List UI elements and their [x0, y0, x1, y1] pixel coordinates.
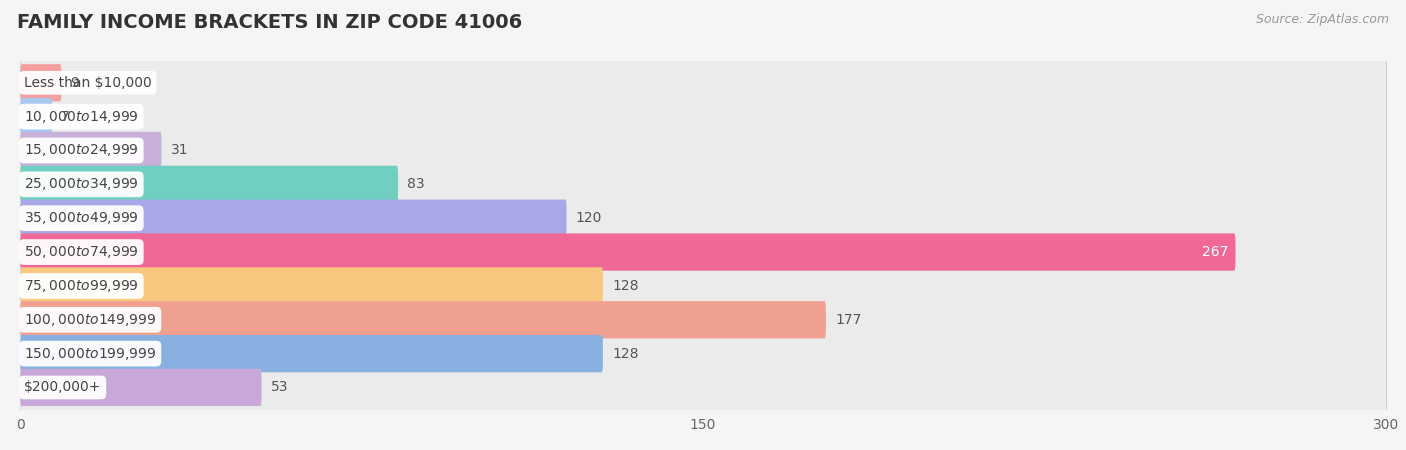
Text: 53: 53	[270, 381, 288, 395]
FancyBboxPatch shape	[20, 166, 398, 203]
Text: $150,000 to $199,999: $150,000 to $199,999	[24, 346, 156, 362]
FancyBboxPatch shape	[20, 132, 162, 169]
FancyBboxPatch shape	[20, 225, 1386, 279]
FancyBboxPatch shape	[20, 64, 62, 101]
Text: 83: 83	[408, 177, 425, 191]
FancyBboxPatch shape	[20, 158, 1386, 211]
Text: 9: 9	[70, 76, 79, 90]
Text: 31: 31	[170, 144, 188, 158]
Text: $25,000 to $34,999: $25,000 to $34,999	[24, 176, 139, 192]
FancyBboxPatch shape	[20, 267, 603, 305]
FancyBboxPatch shape	[20, 335, 603, 372]
Text: Less than $10,000: Less than $10,000	[24, 76, 152, 90]
Text: $10,000 to $14,999: $10,000 to $14,999	[24, 108, 139, 125]
Text: $75,000 to $99,999: $75,000 to $99,999	[24, 278, 139, 294]
Text: Source: ZipAtlas.com: Source: ZipAtlas.com	[1256, 14, 1389, 27]
FancyBboxPatch shape	[20, 90, 1386, 143]
Text: 267: 267	[1202, 245, 1229, 259]
Text: $15,000 to $24,999: $15,000 to $24,999	[24, 143, 139, 158]
FancyBboxPatch shape	[20, 260, 1386, 312]
Text: $35,000 to $49,999: $35,000 to $49,999	[24, 210, 139, 226]
Text: 7: 7	[62, 110, 70, 124]
FancyBboxPatch shape	[20, 361, 1386, 414]
FancyBboxPatch shape	[20, 234, 1236, 271]
Text: $200,000+: $200,000+	[24, 381, 101, 395]
FancyBboxPatch shape	[20, 293, 1386, 346]
Text: 128: 128	[612, 346, 638, 360]
FancyBboxPatch shape	[20, 98, 52, 135]
Text: 177: 177	[835, 313, 862, 327]
FancyBboxPatch shape	[20, 56, 1386, 109]
FancyBboxPatch shape	[20, 327, 1386, 380]
FancyBboxPatch shape	[20, 199, 567, 237]
FancyBboxPatch shape	[20, 192, 1386, 245]
Text: $100,000 to $149,999: $100,000 to $149,999	[24, 312, 156, 328]
Text: $50,000 to $74,999: $50,000 to $74,999	[24, 244, 139, 260]
FancyBboxPatch shape	[20, 124, 1386, 177]
Text: FAMILY INCOME BRACKETS IN ZIP CODE 41006: FAMILY INCOME BRACKETS IN ZIP CODE 41006	[17, 14, 522, 32]
FancyBboxPatch shape	[20, 301, 825, 338]
Text: 120: 120	[575, 211, 602, 225]
Text: 128: 128	[612, 279, 638, 293]
FancyBboxPatch shape	[20, 369, 262, 406]
